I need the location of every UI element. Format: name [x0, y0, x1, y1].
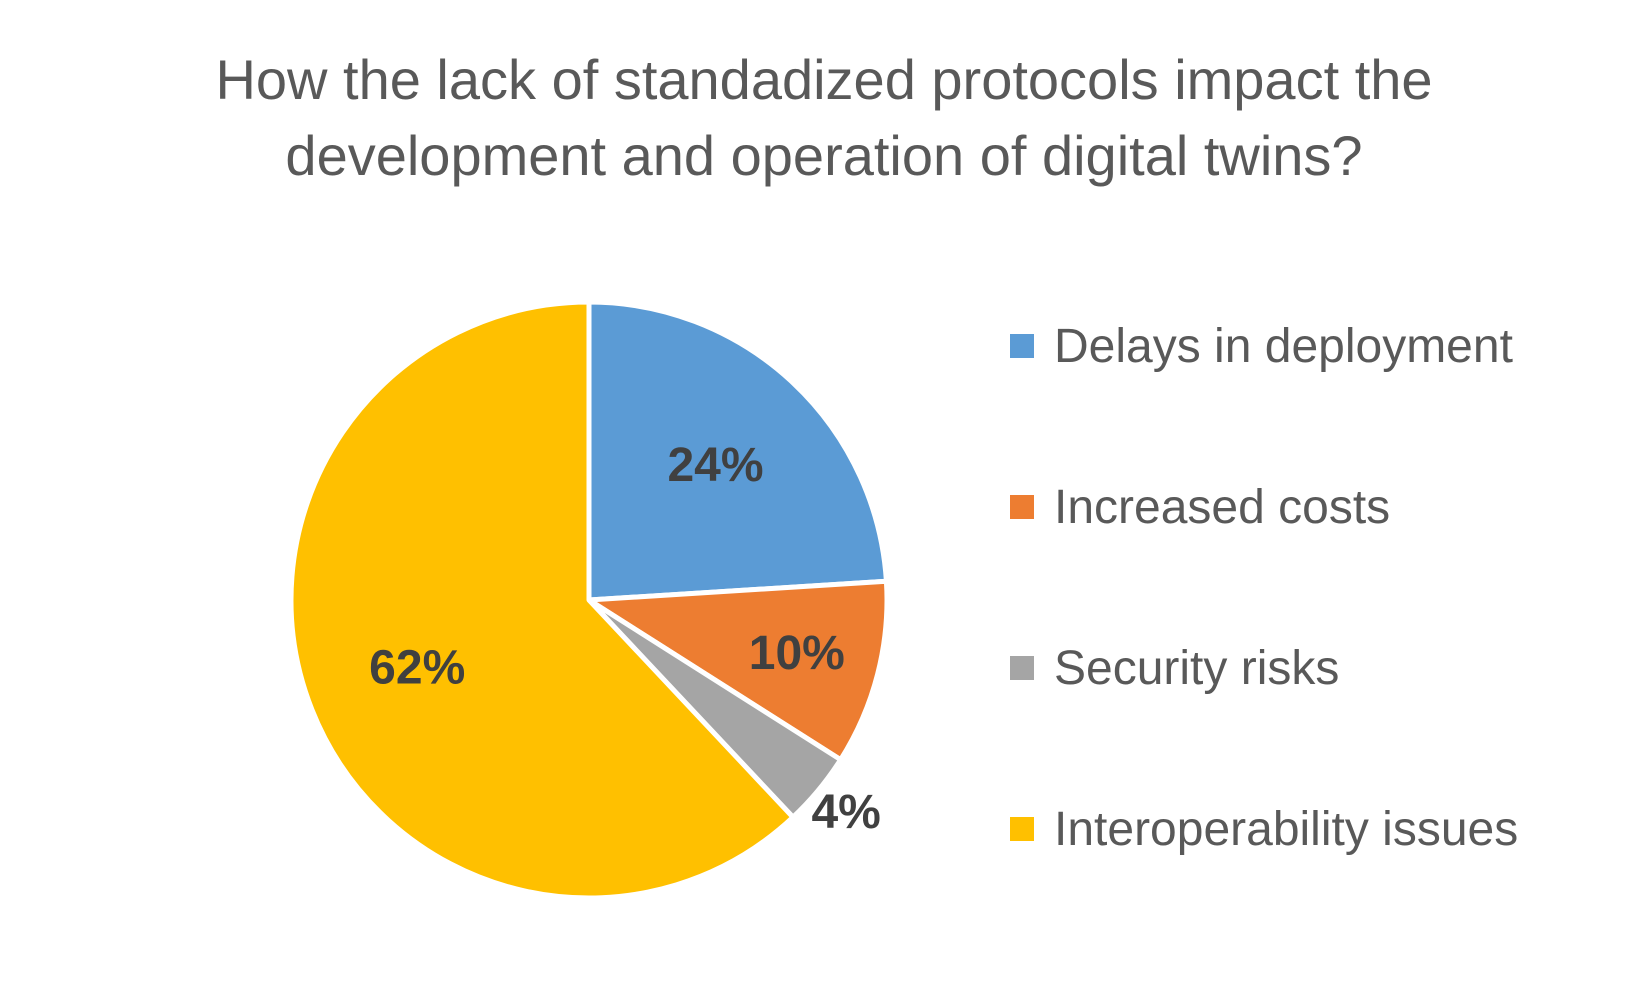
- legend-item-interoperability-issues: Interoperability issues: [1010, 801, 1518, 857]
- pie-slice-increased-costs: [586, 578, 890, 763]
- chart-title-line-2: development and operation of digital twi…: [285, 124, 1363, 187]
- chart-title: How the lack of standadized protocols im…: [0, 42, 1648, 194]
- legend-swatch: [1010, 656, 1034, 680]
- legend: Delays in deployment Increased costs Sec…: [1010, 318, 1518, 962]
- data-label-increased-costs: 10%: [749, 627, 845, 680]
- legend-label: Interoperability issues: [1054, 802, 1519, 856]
- legend-item-security-risks: Security risks: [1010, 640, 1518, 696]
- data-label-security-risks: 4%: [811, 786, 880, 839]
- pie-slice-delays-in-deployment: [586, 299, 889, 603]
- pie-slice-interoperability-issues: [288, 299, 796, 901]
- legend-swatch: [1010, 817, 1034, 841]
- legend-item-increased-costs: Increased costs: [1010, 479, 1518, 535]
- legend-label: Increased costs: [1054, 480, 1391, 534]
- legend-swatch: [1010, 334, 1034, 358]
- legend-label: Delays in deployment: [1054, 319, 1513, 373]
- legend-label: Security risks: [1054, 641, 1340, 695]
- chart-title-line-1: How the lack of standadized protocols im…: [215, 48, 1433, 111]
- data-label-interoperability-issues: 62%: [369, 642, 465, 695]
- legend-item-delays-in-deployment: Delays in deployment: [1010, 318, 1518, 374]
- data-label-delays-in-deployment: 24%: [667, 439, 763, 492]
- legend-swatch: [1010, 495, 1034, 519]
